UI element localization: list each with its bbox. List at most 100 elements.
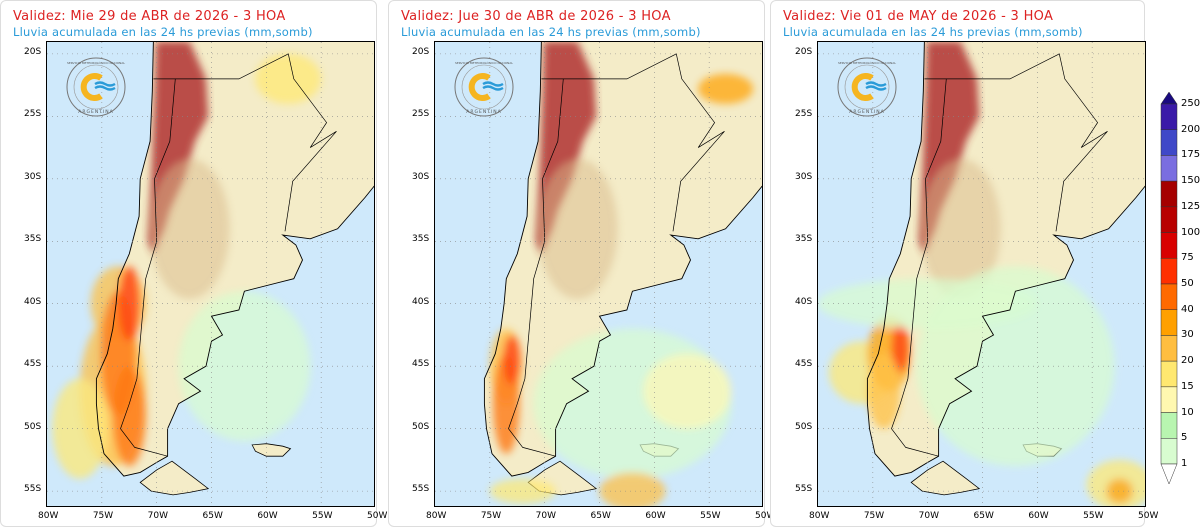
rain-area (599, 472, 666, 506)
lon-tick-label: 55W (312, 511, 333, 521)
chile-argentina-border (891, 78, 947, 457)
lon-tick-label: 80W (426, 511, 447, 521)
malvinas-islands (251, 443, 292, 457)
colorbar-label: 175 (1181, 149, 1201, 161)
lat-tick-label: 20S (24, 46, 42, 57)
colorbar-label: 200 (1181, 123, 1201, 135)
colorbar-label: 40 (1181, 303, 1194, 315)
rain-area (698, 73, 754, 104)
colorbar-segment (1160, 412, 1178, 439)
colorbar-legend: 250 200 175 150 125 100 75 50 40 30 20 15 10 5 1 (1158, 91, 1202, 492)
logo-bottom-text: ARGENTINA (849, 109, 884, 115)
rain-area (112, 366, 146, 467)
lat-tick-label: 50S (24, 421, 42, 432)
colorbar-segment (1160, 103, 1178, 130)
colorbar-graphic (1160, 91, 1178, 485)
lat-tick-label: 35S (795, 234, 813, 245)
lon-tick-label: 50W (755, 511, 776, 521)
panel-subtitle: Lluvia acumulada en las 24 hs previas (m… (401, 25, 701, 39)
lat-tick-label: 55S (412, 484, 430, 495)
lat-tick-label: 25S (412, 109, 430, 120)
panel-title: Validez: Vie 01 de MAY de 2026 - 3 HOA (783, 9, 1054, 24)
lon-tick-label: 50W (1138, 511, 1159, 521)
panel-title: Validez: Mie 29 de ABR de 2026 - 3 HOA (13, 9, 286, 24)
lat-tick-label: 25S (24, 109, 42, 120)
lon-tick-label: 60W (1028, 511, 1049, 521)
colorbar-segment (1160, 155, 1178, 182)
colorbar-label: 30 (1181, 329, 1194, 341)
rain-area (891, 322, 910, 373)
lon-tick-label: 75W (863, 511, 885, 521)
lon-tick-label: 65W (202, 511, 223, 521)
colorbar-segment (1160, 206, 1178, 233)
smn-logo: SERVICIO METEOROLÓGICO NACIONAL ARGENTIN… (837, 57, 897, 117)
terrain-shading (149, 158, 230, 299)
colorbar-label: 50 (1181, 278, 1194, 289)
rain-area (52, 378, 108, 479)
lat-tick-label: 40S (795, 296, 813, 307)
lon-tick-label: 60W (645, 511, 666, 521)
colorbar-segment (1160, 129, 1178, 156)
logo-top-text: SERVICIO METEOROLÓGICO NACIONAL (838, 60, 896, 65)
colorbar-label: 10 (1181, 406, 1194, 418)
colorbar-label: 125 (1181, 200, 1201, 212)
lon-tick-label: 60W (257, 511, 278, 521)
lat-tick-label: 45S (412, 359, 430, 370)
rain-area (502, 334, 521, 385)
rain-area (255, 53, 322, 104)
colorbar-label: 75 (1181, 252, 1194, 264)
rain-area (489, 478, 556, 504)
colorbar-label: 15 (1181, 380, 1194, 392)
lat-tick-label: 30S (24, 171, 42, 182)
colorbar-segment (1160, 386, 1178, 413)
lon-tick-label: 55W (700, 511, 721, 521)
colorbar-segment (1160, 335, 1178, 362)
logo-bottom-text: ARGENTINA (466, 109, 501, 115)
lat-tick-label: 35S (412, 234, 430, 245)
lon-tick-label: 75W (480, 511, 502, 521)
lat-tick-label: 50S (412, 421, 430, 432)
precipitation-map: SERVICIO METEOROLÓGICO NACIONAL ARGENTIN… (817, 41, 1146, 507)
border-lines (924, 53, 1108, 232)
lon-tick-label: 80W (809, 511, 830, 521)
terrain-shading (537, 158, 618, 299)
lon-tick-label: 50W (367, 511, 388, 521)
border-lines (541, 53, 725, 232)
smn-logo: SERVICIO METEOROLÓGICO NACIONAL ARGENTIN… (66, 57, 126, 117)
colorbar-label: 250 (1181, 98, 1201, 109)
lon-tick-label: 65W (590, 511, 611, 521)
lon-tick-label: 70W (918, 511, 940, 521)
logo-top-text: SERVICIO METEOROLÓGICO NACIONAL (67, 60, 125, 65)
lat-tick-label: 30S (412, 171, 430, 182)
lat-tick-label: 35S (24, 234, 42, 245)
lon-tick-label: 75W (92, 511, 114, 521)
rain-area (118, 266, 141, 342)
chile-argentina-border (508, 78, 564, 457)
lat-tick-label: 40S (412, 296, 430, 307)
colorbar-segment (1160, 438, 1178, 465)
rain-area (178, 291, 311, 442)
terrain-shading (920, 158, 1001, 299)
colorbar-segment (1160, 283, 1178, 310)
lon-tick-label: 80W (38, 511, 59, 521)
colorbar-label: 100 (1181, 226, 1201, 238)
lat-tick-label: 20S (795, 46, 813, 57)
lat-tick-label: 55S (24, 484, 42, 495)
colorbar-label: 20 (1181, 355, 1194, 367)
map-graphic (47, 42, 374, 506)
tierra-del-fuego (910, 460, 981, 496)
lat-tick-label: 45S (24, 359, 42, 370)
colorbar-label: 1 (1181, 458, 1188, 469)
colorbar-under-arrow (1160, 463, 1178, 485)
logo-top-text: SERVICIO METEOROLÓGICO NACIONAL (455, 60, 513, 65)
forecast-panel-2: Validez: Jue 30 de ABR de 2026 - 3 HOA L… (388, 0, 775, 527)
colorbar-segment (1160, 180, 1178, 208)
colorbar-over-arrow (1160, 91, 1178, 105)
border-lines (153, 53, 337, 232)
lon-tick-label: 65W (973, 511, 994, 521)
colorbar-label: 150 (1181, 175, 1201, 187)
lat-tick-label: 45S (795, 359, 813, 370)
precipitation-map: SERVICIO METEOROLÓGICO NACIONAL ARGENTIN… (434, 41, 763, 507)
map-graphic (435, 42, 762, 506)
smn-logo: SERVICIO METEOROLÓGICO NACIONAL ARGENTIN… (454, 57, 514, 117)
